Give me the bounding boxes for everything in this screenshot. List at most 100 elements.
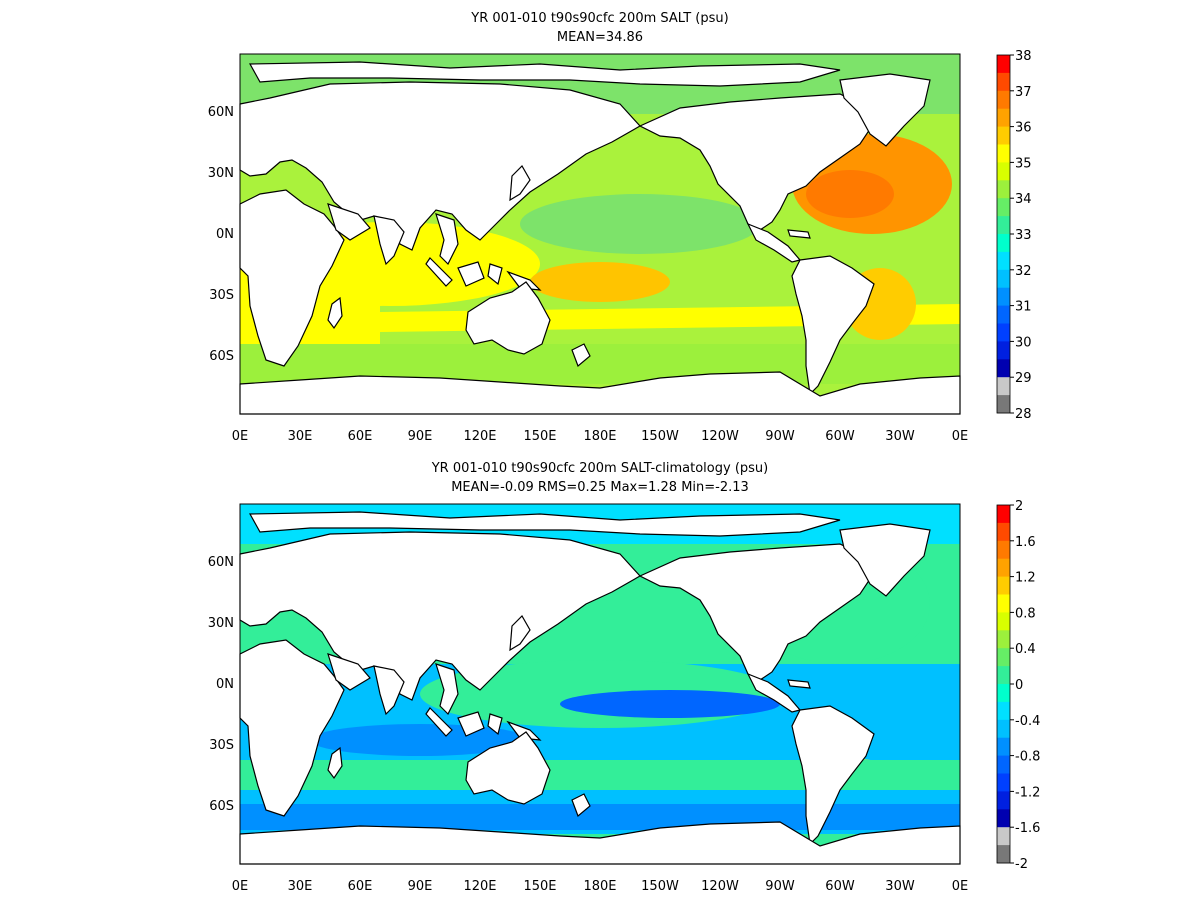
colorbar-label: 0.4: [1015, 642, 1036, 657]
southern-band: [240, 304, 960, 334]
colorbar-swatch: [997, 522, 1010, 542]
x-tick-label: 90E: [408, 429, 433, 444]
y-tick-label: 0N: [216, 227, 234, 242]
colorbar-swatch: [997, 216, 1010, 235]
x-tick-label: 120E: [463, 879, 496, 894]
x-tick-label: 90E: [408, 879, 433, 894]
colorbar-label: 38: [1015, 49, 1032, 64]
colorbar-swatch: [997, 648, 1010, 667]
colorbar-swatch: [997, 323, 1010, 342]
colorbar-label: 0: [1015, 678, 1023, 693]
colorbar-swatch: [997, 684, 1010, 703]
colorbar-label: -1.2: [1015, 785, 1040, 800]
x-tick-label: 150W: [641, 879, 679, 894]
colorbar-label: 1.6: [1015, 535, 1036, 550]
colorbar-swatch: [997, 395, 1010, 414]
x-tick-label: 0E: [232, 879, 249, 894]
map-plot: [239, 503, 961, 865]
x-tick-label: 150W: [641, 429, 679, 444]
x-tick-label: 0E: [232, 429, 249, 444]
x-tick-label: 180E: [583, 429, 616, 444]
colorbar-swatch: [997, 827, 1010, 846]
colorbar-swatch: [997, 809, 1010, 828]
colorbar-swatch: [997, 845, 1010, 864]
y-tick-label: 30S: [209, 288, 234, 303]
x-tick-label: 30W: [885, 429, 915, 444]
colorbar-swatch: [997, 719, 1010, 739]
southern-band: [240, 804, 960, 830]
x-tick-label: 150E: [523, 429, 556, 444]
colorbar-swatch: [997, 251, 1010, 271]
y-tick-label: 30N: [208, 616, 234, 631]
colorbar-swatch: [997, 126, 1010, 145]
x-tick-label: 120E: [463, 429, 496, 444]
colorbar-label: 33: [1015, 228, 1032, 243]
colorbar-swatch: [997, 540, 1010, 560]
colorbar-swatch: [997, 737, 1010, 756]
colorbar-swatch: [997, 576, 1010, 595]
colorbar-label: 32: [1015, 264, 1032, 279]
colorbar-swatch: [997, 162, 1010, 181]
y-tick-label: 60N: [208, 105, 234, 120]
colorbar-swatch: [997, 72, 1010, 92]
x-tick-label: 180E: [583, 879, 616, 894]
x-tick-label: 120W: [701, 429, 739, 444]
y-axis: 60N 30N 0N 30S 60S: [208, 105, 234, 364]
y-tick-label: 30S: [209, 738, 234, 753]
panel-title: YR 001-010 t90s90cfc 200m SALT (psu): [470, 11, 728, 26]
colorbar-swatch: [997, 269, 1010, 289]
colorbar-swatch: [997, 505, 1010, 524]
colorbar-swatch: [997, 701, 1010, 721]
colorbar: 2 1.6 1.2 0.8 0.4 0 -0.4 -0.8 -1.2 -1.6 -2: [996, 499, 1040, 872]
colorbar-label: 2: [1015, 499, 1023, 514]
x-tick-label: 60W: [825, 879, 855, 894]
colorbar-swatch: [997, 55, 1010, 74]
colorbar-swatch: [997, 359, 1010, 378]
colorbar-swatch: [997, 791, 1010, 810]
colorbar-label: 35: [1015, 156, 1032, 171]
y-tick-label: 0N: [216, 677, 234, 692]
panel-stats: MEAN=34.86: [557, 30, 643, 45]
panel-top: YR 001-010 t90s90cfc 200m SALT (psu) MEA…: [208, 11, 1032, 444]
colorbar-swatch: [997, 773, 1010, 792]
colorbar-swatch: [997, 287, 1010, 306]
colorbar-label: -1.6: [1015, 821, 1040, 836]
colorbar-label: 29: [1015, 371, 1032, 386]
x-tick-label: 30W: [885, 879, 915, 894]
colorbar-label: -0.8: [1015, 750, 1040, 765]
pacific-fresh-tongue: [560, 690, 780, 718]
x-tick-label: 150E: [523, 879, 556, 894]
x-tick-label: 60W: [825, 429, 855, 444]
colorbar-swatch: [997, 377, 1010, 396]
y-tick-label: 60S: [209, 349, 234, 364]
colorbar-swatch: [997, 630, 1010, 649]
x-axis: 0E 30E 60E 90E 120E 150E 180E 150W 120W …: [232, 429, 969, 444]
x-tick-label: 30E: [288, 879, 313, 894]
colorbar-swatch: [997, 108, 1010, 127]
x-axis: 0E 30E 60E 90E 120E 150E 180E 150W 120W …: [232, 879, 969, 894]
colorbar-swatch: [997, 594, 1010, 613]
y-tick-label: 30N: [208, 166, 234, 181]
colorbar-swatch: [997, 755, 1010, 774]
colorbar: 38 37 36 35 34 33 32 31 30 29 28: [996, 49, 1032, 422]
colorbar-label: 37: [1015, 85, 1032, 100]
x-tick-label: 60E: [348, 429, 373, 444]
colorbar-swatch: [997, 198, 1010, 217]
panel-title: YR 001-010 t90s90cfc 200m SALT-climatolo…: [431, 461, 769, 476]
colorbar-label: 34: [1015, 192, 1032, 207]
x-tick-label: 90W: [765, 879, 795, 894]
colorbar-swatch: [997, 180, 1010, 199]
x-tick-label: 0E: [952, 879, 969, 894]
colorbar-label: 1.2: [1015, 571, 1036, 586]
y-axis: 60N 30N 0N 30S 60S: [208, 555, 234, 814]
x-tick-label: 120W: [701, 879, 739, 894]
plot-frame: [239, 503, 961, 865]
colorbar-swatch: [997, 558, 1010, 577]
colorbar-label: -2: [1015, 857, 1028, 872]
colorbar-label: 28: [1015, 407, 1032, 422]
panel-bottom: YR 001-010 t90s90cfc 200m SALT-climatolo…: [208, 461, 1041, 894]
map-plot: [239, 53, 961, 415]
colorbar-swatch: [997, 234, 1010, 253]
panel-stats: MEAN=-0.09 RMS=0.25 Max=1.28 Min=-2.13: [451, 480, 749, 495]
